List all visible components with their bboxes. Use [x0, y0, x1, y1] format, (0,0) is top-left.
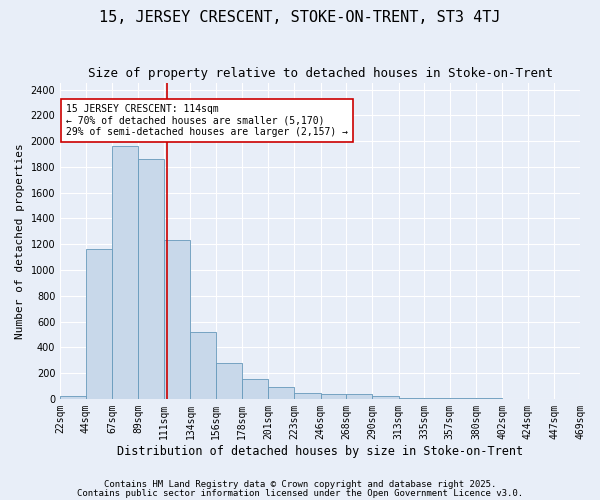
Bar [320, 394, 346, 399]
Text: 15, JERSEY CRESCENT, STOKE-ON-TRENT, ST3 4TJ: 15, JERSEY CRESCENT, STOKE-ON-TRENT, ST3… [99, 10, 501, 25]
X-axis label: Distribution of detached houses by size in Stoke-on-Trent: Distribution of detached houses by size … [117, 444, 523, 458]
Bar [86, 250, 112, 399]
Bar [450, 398, 476, 399]
Bar [424, 398, 450, 399]
Bar [398, 398, 424, 399]
Title: Size of property relative to detached houses in Stoke-on-Trent: Size of property relative to detached ho… [88, 68, 553, 80]
Text: Contains public sector information licensed under the Open Government Licence v3: Contains public sector information licen… [77, 489, 523, 498]
Bar [268, 386, 294, 399]
Bar [294, 393, 320, 399]
Bar [216, 364, 242, 399]
Y-axis label: Number of detached properties: Number of detached properties [15, 143, 25, 339]
Bar [112, 146, 138, 399]
Bar [190, 332, 216, 399]
Bar [138, 159, 164, 399]
Bar [60, 396, 86, 399]
Bar [372, 396, 398, 399]
Text: 15 JERSEY CRESCENT: 114sqm
← 70% of detached houses are smaller (5,170)
29% of s: 15 JERSEY CRESCENT: 114sqm ← 70% of deta… [66, 104, 348, 137]
Text: Contains HM Land Registry data © Crown copyright and database right 2025.: Contains HM Land Registry data © Crown c… [104, 480, 496, 489]
Bar [346, 394, 372, 399]
Bar [164, 240, 190, 399]
Bar [242, 379, 268, 399]
